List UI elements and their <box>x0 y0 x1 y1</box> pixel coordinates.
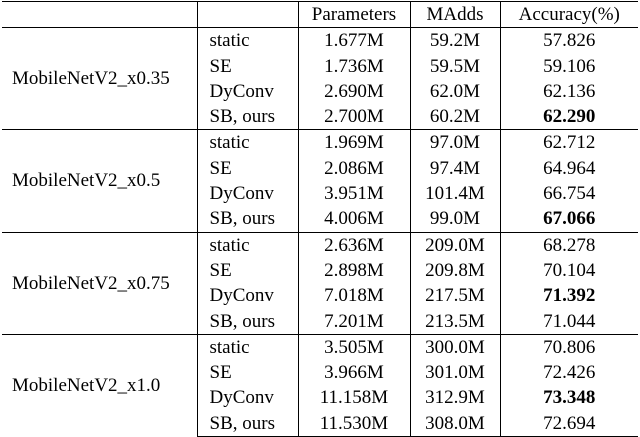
accuracy-cell: 64.964 <box>499 155 638 182</box>
parameters-cell: 2.700M <box>297 104 410 130</box>
method-cell: static <box>196 231 298 258</box>
table-row: DyConv 2.690M 62.0M 62.136 <box>2 78 638 105</box>
table-row: SE 1.736M 59.5M 59.106 <box>2 53 638 79</box>
method-cell: DyConv <box>196 78 298 105</box>
parameters-cell: 1.969M <box>297 129 410 156</box>
method-cell: SE <box>196 257 298 284</box>
madds-cell: 209.8M <box>409 257 500 284</box>
method-cell: SB, ours <box>196 104 298 130</box>
table-row: MobileNetV2_x1.0 static 3.505M 300.0M 70.806 <box>2 333 638 437</box>
table-row: MobileNetV2_x0.75 static 2.636M 209.0M 68.27… <box>2 231 638 335</box>
method-cell: static <box>196 333 298 361</box>
header-madds: MAdds <box>409 0 500 29</box>
parameters-cell: 4.006M <box>297 206 410 233</box>
model-name-cell: MobileNetV2_x0.75 <box>2 231 197 335</box>
madds-cell: 101.4M <box>409 181 500 207</box>
madds-cell: 60.2M <box>409 104 500 130</box>
accuracy-cell: 72.426 <box>499 360 638 386</box>
madds-cell: 97.4M <box>409 155 500 182</box>
table-row: SE 2.898M 209.8M 70.104 <box>2 257 638 284</box>
madds-cell: 209.0M <box>409 231 500 258</box>
table-row: SE 3.966M 301.0M 72.426 <box>2 360 638 386</box>
method-cell: DyConv <box>196 283 298 309</box>
header-row: Parameters MAdds Accuracy(%) <box>2 0 638 29</box>
table-row: SB, ours 7.201M 213.5M 71.044 <box>2 308 638 335</box>
method-cell: DyConv <box>196 385 298 411</box>
accuracy-cell: 70.806 <box>499 333 638 361</box>
method-cell: DyConv <box>196 181 298 207</box>
method-cell: SB, ours <box>196 206 298 233</box>
madds-cell: 217.5M <box>409 283 500 309</box>
madds-cell: 312.9M <box>409 385 500 411</box>
table-row: DyConv 11.158M 312.9M 73.348 <box>2 385 638 411</box>
madds-cell: 97.0M <box>409 129 500 156</box>
parameters-cell: 2.086M <box>297 155 410 182</box>
accuracy-cell: 68.278 <box>499 231 638 258</box>
madds-cell: 62.0M <box>409 78 500 105</box>
parameters-cell: 7.018M <box>297 283 410 309</box>
parameters-cell: 1.677M <box>297 27 410 54</box>
model-name-cell: MobileNetV2_x0.5 <box>2 129 197 233</box>
parameters-cell: 11.158M <box>297 385 410 411</box>
table-row: MobileNetV2_x0.35 static 1.677M 59.2M 57.826 <box>2 27 638 89</box>
accuracy-cell: 62.712 <box>499 129 638 156</box>
header-method <box>196 0 298 29</box>
header-accuracy: Accuracy(%) <box>499 0 638 29</box>
parameters-cell: 3.951M <box>297 181 410 207</box>
madds-cell: 301.0M <box>409 360 500 386</box>
accuracy-cell: 71.044 <box>499 308 638 335</box>
accuracy-cell: 73.348 <box>499 385 638 411</box>
accuracy-cell: 66.754 <box>499 181 638 207</box>
madds-cell: 59.2M <box>409 27 500 54</box>
header-model <box>2 0 197 29</box>
method-cell: SE <box>196 53 298 79</box>
accuracy-cell: 59.106 <box>499 53 638 79</box>
parameters-cell: 2.690M <box>297 78 410 105</box>
madds-cell: 99.0M <box>409 206 500 233</box>
method-cell: static <box>196 27 298 54</box>
model-name-cell: MobileNetV2_x0.35 <box>12 68 170 90</box>
method-cell: SB, ours <box>196 308 298 335</box>
accuracy-cell: 71.392 <box>499 283 638 309</box>
model-name-cell: MobileNetV2_x1.0 <box>2 333 197 437</box>
parameters-cell: 3.505M <box>297 333 410 361</box>
parameters-cell: 2.636M <box>297 231 410 258</box>
accuracy-cell: 57.826 <box>499 27 638 54</box>
table-row: MobileNetV2_x0.5 static 1.969M 97.0M 62.712 <box>2 129 638 233</box>
accuracy-cell: 62.290 <box>499 104 638 130</box>
madds-cell: 300.0M <box>409 333 500 361</box>
table-row: SB, ours 4.006M 99.0M 67.066 <box>2 206 638 233</box>
parameters-cell: 7.201M <box>297 308 410 335</box>
table-row: SE 2.086M 97.4M 64.964 <box>2 155 638 182</box>
madds-cell: 59.5M <box>409 53 500 79</box>
method-cell: static <box>196 129 298 156</box>
accuracy-cell: 67.066 <box>499 206 638 233</box>
table-row: SB, ours 2.700M 60.2M 62.290 <box>2 104 638 130</box>
accuracy-cell: 62.136 <box>499 78 638 105</box>
parameters-cell: 1.736M <box>297 53 410 79</box>
method-cell: SE <box>196 155 298 182</box>
header-parameters: Parameters <box>297 0 410 29</box>
parameters-cell: 3.966M <box>297 360 410 386</box>
table-row: DyConv 7.018M 217.5M 71.392 <box>2 283 638 309</box>
parameters-cell: 2.898M <box>297 257 410 284</box>
madds-cell: 213.5M <box>409 308 500 335</box>
table-row: DyConv 3.951M 101.4M 66.754 <box>2 181 638 207</box>
method-cell: SE <box>196 360 298 386</box>
accuracy-cell: 70.104 <box>499 257 638 284</box>
